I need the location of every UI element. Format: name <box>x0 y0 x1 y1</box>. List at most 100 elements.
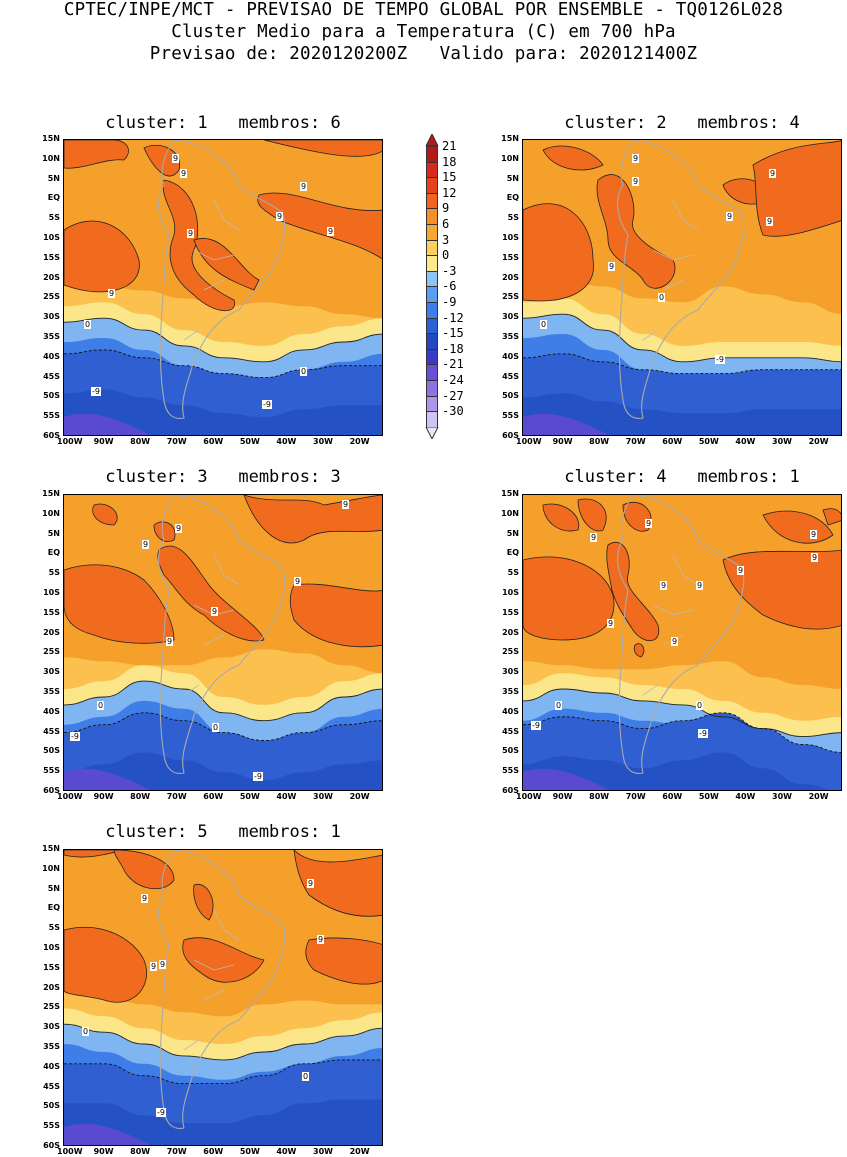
lat-tick-label: 45S <box>43 371 60 381</box>
lon-tick-label: 20W <box>808 792 829 801</box>
contour-label: 9 <box>696 581 704 590</box>
band-neg15 <box>64 768 150 790</box>
lon-tick-label: 20W <box>349 1147 370 1156</box>
lon-tick-label: 70W <box>166 1147 187 1156</box>
band-9-12 <box>633 643 645 658</box>
colorbar-level-label: 9 <box>442 201 450 216</box>
contour-label: 9 <box>180 169 188 178</box>
lat-tick-label: 50S <box>43 746 60 756</box>
colorbar-swatch <box>426 270 438 288</box>
lat-tick-label: 30S <box>502 312 519 322</box>
colorbar-level-label: -6 <box>442 279 457 294</box>
lat-tick-label: 50S <box>43 391 60 401</box>
band-9-12 <box>64 140 129 169</box>
lat-tick-label: 10N <box>42 508 60 518</box>
lat-tick-label: 15N <box>501 134 519 143</box>
colorbar-swatch <box>426 208 438 225</box>
contour-label: 9 <box>276 212 284 221</box>
colorbar-level-label: -9 <box>442 295 457 309</box>
contour-label: 0 <box>300 367 308 376</box>
contour-label: 0 <box>302 1072 310 1081</box>
contour-label: 9 <box>108 289 116 298</box>
lon-tick-label: 90W <box>552 437 573 446</box>
contour-label: -9 <box>253 772 263 781</box>
contour-label: 9 <box>307 879 315 888</box>
lat-tick-label: EQ <box>47 548 60 558</box>
band-neg15 <box>64 1123 150 1145</box>
contour-label: 0 <box>696 701 704 710</box>
lon-tick-label: 100W <box>57 1147 83 1156</box>
band-9-12 <box>542 145 604 171</box>
lat-tick-label: EQ <box>506 193 519 203</box>
lat-tick-label: 15N <box>501 489 519 498</box>
band-9-12 <box>64 220 140 293</box>
lon-tick-label: 50W <box>239 437 260 446</box>
contour-label: -9 <box>262 400 272 409</box>
lat-tick-label: 15N <box>42 844 60 853</box>
lat-tick-label: 40S <box>502 706 519 716</box>
lat-tick-label: 10S <box>502 588 519 597</box>
colorbar-swatch <box>426 348 438 366</box>
lat-tick-label: 15N <box>42 134 60 143</box>
contour-label: 9 <box>187 229 195 238</box>
lat-tick-label: 5N <box>47 883 60 893</box>
lat-tick-label: 35S <box>43 332 60 341</box>
lon-tick-label: 60W <box>203 1147 224 1156</box>
colorbar-swatch <box>426 302 438 319</box>
lon-tick-label: 50W <box>698 792 719 801</box>
country-borders <box>183 199 240 341</box>
contour-label: -9 <box>698 729 708 738</box>
colorbar-swatch <box>426 255 438 272</box>
contour-label: 9 <box>294 577 302 586</box>
band-9-12 <box>64 564 175 644</box>
lat-tick-label: 5N <box>47 173 60 183</box>
band-neg12-neg9 <box>523 752 829 790</box>
contour-label: 9 <box>645 519 653 528</box>
contour-label: 0 <box>555 701 563 710</box>
contour-label: 9 <box>141 894 149 903</box>
band-9-12 <box>523 203 594 302</box>
lat-tick-label: 40S <box>502 351 519 361</box>
lat-tick-label: 5S <box>507 213 519 223</box>
lon-tick-label: 20W <box>349 437 370 446</box>
lat-tick-label: 15S <box>502 252 519 262</box>
colorbar-swatch <box>426 411 438 428</box>
lat-tick-label: 10N <box>501 508 519 518</box>
colorbar-swatch <box>426 333 438 350</box>
colorbar-swatch <box>426 364 438 381</box>
contour-label: 9 <box>175 524 183 533</box>
lon-tick-label: 50W <box>239 1147 260 1156</box>
band-9-12 <box>92 503 118 526</box>
band-neg15 <box>64 413 150 435</box>
lat-tick-label: 15S <box>43 962 60 972</box>
lat-tick-label: EQ <box>506 548 519 558</box>
contour-label: 0 <box>97 701 105 710</box>
contour-label: 9 <box>632 154 640 163</box>
lat-tick-label: EQ <box>47 903 60 913</box>
temperature-field <box>64 850 382 1145</box>
lat-tick-label: 15N <box>42 489 60 498</box>
lon-tick-label: 80W <box>130 1147 151 1156</box>
lon-tick-label: 70W <box>625 437 646 446</box>
colorbar-swatch <box>426 380 438 397</box>
lat-tick-label: 55S <box>502 766 519 776</box>
lat-tick-label: 55S <box>502 411 519 421</box>
lat-tick-label: 15S <box>43 607 60 617</box>
lon-tick-label: 40W <box>276 437 297 446</box>
contour-label: -9 <box>715 355 725 364</box>
lat-tick-label: 25S <box>43 647 60 657</box>
cluster-title: cluster: 4 membros: 1 <box>564 467 800 487</box>
lat-tick-label: 20S <box>502 627 519 637</box>
contour-label: 9 <box>769 169 777 178</box>
lat-tick-label: 25S <box>502 647 519 657</box>
contour-label: 9 <box>342 500 350 509</box>
lon-tick-label: 30W <box>313 437 333 446</box>
contour-0 <box>523 688 841 738</box>
lon-tick-label: 20W <box>808 437 829 446</box>
contour-neg9 <box>523 353 841 375</box>
header-line-1: CPTEC/INPE/MCT - PREVISAO DE TEMPO GLOBA… <box>63 0 784 20</box>
contour-label: 9 <box>766 217 774 226</box>
lat-tick-label: 35S <box>43 687 60 696</box>
lat-tick-label: 5S <box>507 568 519 578</box>
colorbar-swatch <box>426 192 438 210</box>
